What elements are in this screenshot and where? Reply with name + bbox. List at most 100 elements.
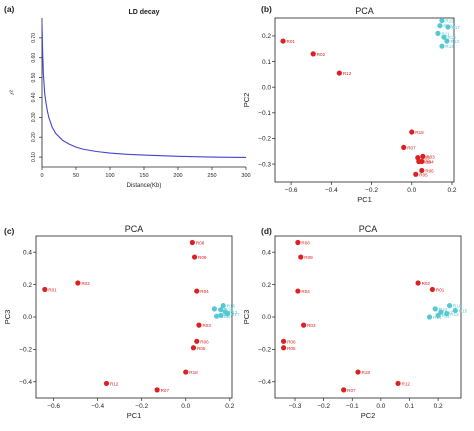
y-tick-label: 0.0 bbox=[262, 314, 271, 321]
x-tick-label: −0.1 bbox=[346, 403, 359, 410]
chart-title: PCA bbox=[355, 6, 374, 16]
data-point bbox=[437, 23, 443, 29]
point-label: R05 bbox=[197, 346, 206, 351]
y-tick-label: 0.60 bbox=[31, 53, 37, 63]
plot-frame bbox=[274, 17, 455, 183]
point-label: R09 bbox=[198, 255, 207, 260]
point-label: R08 bbox=[301, 240, 310, 245]
data-point bbox=[189, 239, 195, 246]
x-tick-label: 0.0 bbox=[376, 403, 385, 410]
data-point bbox=[213, 313, 220, 319]
point-label: R12 bbox=[110, 381, 119, 386]
point-label: R11 bbox=[441, 31, 450, 36]
point-label: R14 bbox=[445, 44, 454, 49]
x-tick-label: 50 bbox=[73, 173, 79, 179]
point-label: R09 bbox=[421, 156, 430, 161]
x-tick-label: 250 bbox=[207, 173, 216, 179]
y-tick-label: 0.4 bbox=[23, 249, 32, 256]
data-point bbox=[295, 288, 301, 294]
data-point bbox=[341, 387, 347, 393]
y-tick-label: 0.70 bbox=[31, 33, 37, 43]
y-axis-label: PC3 bbox=[3, 310, 12, 325]
chart-title: PCA bbox=[125, 224, 144, 234]
data-point bbox=[401, 144, 407, 151]
x-tick-label: 0 bbox=[40, 173, 43, 179]
x-axis-label: PC1 bbox=[357, 195, 372, 204]
data-point bbox=[441, 34, 447, 40]
data-point bbox=[355, 369, 361, 375]
data-point bbox=[419, 167, 425, 174]
data-point bbox=[298, 254, 304, 260]
y-tick-label: 0.30 bbox=[31, 112, 37, 122]
point-label: R18 bbox=[415, 130, 424, 135]
data-point bbox=[446, 303, 453, 309]
data-point bbox=[415, 280, 421, 286]
data-point bbox=[42, 286, 48, 293]
panel-a: (a) LD decay 0 50 100 150 200 250 300 0.10 0.20 0.3… bbox=[4, 4, 251, 189]
data-point bbox=[280, 338, 287, 344]
point-label: R16 bbox=[227, 304, 236, 309]
y-tick-label: 0.20 bbox=[31, 132, 37, 142]
point-label: R17 bbox=[451, 25, 460, 30]
y-tick-label: 0.40 bbox=[31, 92, 37, 102]
x-tick-label: 0.2 bbox=[225, 403, 234, 410]
data-point bbox=[280, 345, 287, 351]
y-tick-label: 0.2 bbox=[262, 33, 271, 40]
y-axis-label: PC2 bbox=[242, 93, 251, 108]
x-tick-label: −0.6 bbox=[285, 187, 298, 194]
point-label: R06 bbox=[200, 339, 209, 344]
point-label: R12 bbox=[343, 71, 352, 76]
x-tick-label: −0.2 bbox=[317, 403, 330, 410]
point-label: R06 bbox=[287, 339, 296, 344]
point-label: R13 bbox=[450, 39, 459, 44]
point-label: R12 bbox=[402, 381, 411, 386]
data-point bbox=[444, 311, 450, 317]
y-tick-label: 0.1 bbox=[262, 59, 271, 66]
x-tick-label: 100 bbox=[105, 173, 114, 179]
x-tick-label: −0.6 bbox=[47, 403, 60, 410]
point-label: R14 bbox=[433, 315, 442, 320]
x-tick-label: 300 bbox=[241, 173, 250, 179]
y-tick-label: 0.4 bbox=[262, 249, 271, 256]
point-label: R02 bbox=[317, 52, 326, 57]
data-point bbox=[190, 345, 197, 351]
data-point bbox=[395, 380, 401, 387]
data-point bbox=[435, 312, 441, 318]
point-label: R09 bbox=[304, 255, 313, 260]
data-point bbox=[439, 43, 445, 49]
chart-title: PCA bbox=[359, 224, 378, 234]
point-label: R06 bbox=[425, 168, 434, 173]
x-tick-label: −0.4 bbox=[91, 403, 104, 410]
data-point bbox=[224, 311, 231, 317]
data-point bbox=[196, 322, 202, 328]
data-point bbox=[194, 288, 200, 294]
point-label: R11 bbox=[224, 313, 233, 318]
data-point bbox=[218, 307, 224, 313]
x-axis-label: PC1 bbox=[127, 411, 142, 420]
data-point bbox=[220, 303, 226, 309]
data-point bbox=[280, 38, 286, 44]
panel-d: (d) PCA −0.3 −0.2 −0.1 0.0 0.1 0.2 −0.4 −0.2 0.0 0.… bbox=[242, 224, 468, 420]
point-label: R15 bbox=[224, 308, 233, 313]
point-label: R01 bbox=[436, 287, 445, 292]
point-label: R11 bbox=[442, 313, 451, 318]
point-label: R04 bbox=[301, 289, 310, 294]
y-tick-label: −0.2 bbox=[19, 347, 32, 354]
x-tick-label: −0.3 bbox=[289, 403, 302, 410]
point-label: R02 bbox=[422, 281, 431, 286]
y-tick-label: −0.2 bbox=[258, 136, 271, 143]
x-tick-label: −0.2 bbox=[365, 187, 378, 194]
data-point bbox=[154, 387, 160, 393]
x-tick-label: 0.0 bbox=[407, 187, 416, 194]
point-label: R14 bbox=[220, 314, 229, 319]
point-label: R04 bbox=[425, 160, 434, 165]
point-label: R08 bbox=[196, 240, 205, 245]
x-tick-label: −0.2 bbox=[135, 403, 148, 410]
point-label: R03 bbox=[426, 154, 435, 159]
y-tick-label: 0.50 bbox=[31, 73, 37, 83]
point-label: R03 bbox=[307, 323, 316, 328]
data-point bbox=[75, 280, 81, 286]
x-tick-label: 0.2 bbox=[447, 187, 456, 194]
data-point bbox=[444, 38, 450, 44]
